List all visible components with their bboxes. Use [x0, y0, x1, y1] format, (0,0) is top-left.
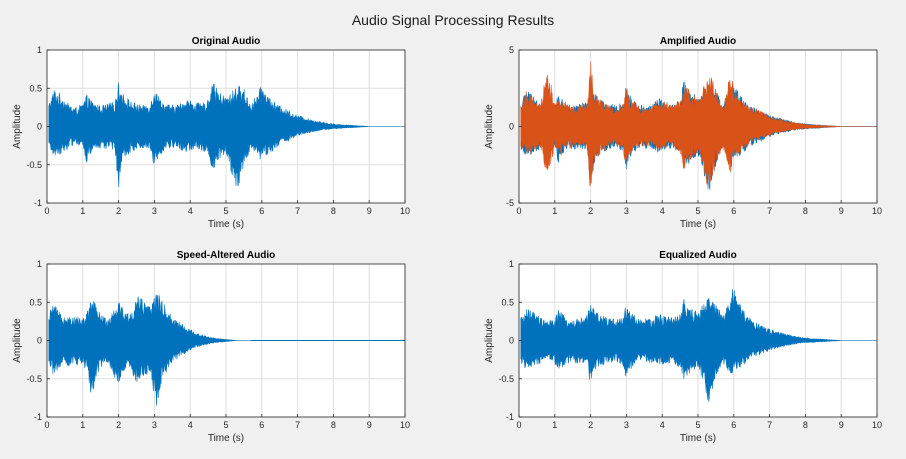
x-tick-label: 5 — [695, 420, 700, 430]
x-tick-label: 9 — [839, 206, 844, 216]
x-tick-label: 6 — [731, 206, 736, 216]
y-tick-label: -0.5 — [498, 374, 514, 384]
y-tick-label: 0 — [509, 336, 514, 346]
x-tick-label: 10 — [400, 420, 410, 430]
x-tick-label: 3 — [152, 206, 157, 216]
figure-title: Audio Signal Processing Results — [351, 12, 555, 28]
x-tick-label: 1 — [552, 420, 557, 430]
waveform-series-1 — [48, 294, 252, 406]
y-tick-label: -0.5 — [26, 160, 42, 170]
y-tick-label: 1 — [37, 45, 42, 55]
x-tick-label: 8 — [803, 420, 808, 430]
x-tick-label: 6 — [259, 206, 264, 216]
subplot-title: Original Audio — [192, 36, 261, 47]
x-axis-label: Time (s) — [680, 433, 716, 444]
y-tick-label: 0 — [37, 336, 42, 346]
x-axis-label: Time (s) — [680, 219, 716, 230]
x-tick-label: 0 — [44, 206, 49, 216]
x-axis-label: Time (s) — [208, 219, 244, 230]
subplot-title: Equalized Audio — [659, 250, 736, 261]
x-tick-label: 2 — [116, 420, 121, 430]
x-tick-label: 4 — [660, 420, 665, 430]
x-tick-label: 6 — [731, 420, 736, 430]
x-tick-label: 3 — [624, 420, 629, 430]
x-tick-label: 4 — [660, 206, 665, 216]
y-tick-label: -0.5 — [26, 374, 42, 384]
x-tick-label: 1 — [80, 420, 85, 430]
x-tick-label: 1 — [80, 206, 85, 216]
x-tick-label: 2 — [588, 420, 593, 430]
x-tick-label: 9 — [367, 420, 372, 430]
x-tick-label: 3 — [624, 206, 629, 216]
x-tick-label: 4 — [188, 206, 193, 216]
x-tick-label: 0 — [516, 206, 521, 216]
y-tick-label: 0 — [509, 122, 514, 132]
y-tick-label: 0 — [37, 122, 42, 132]
y-tick-label: -1 — [34, 412, 42, 422]
y-tick-label: 0.5 — [501, 297, 514, 307]
y-axis-label: Amplitude — [12, 104, 23, 149]
x-tick-label: 8 — [803, 206, 808, 216]
x-tick-label: 7 — [295, 420, 300, 430]
x-tick-label: 10 — [400, 206, 410, 216]
y-tick-label: 1 — [37, 259, 42, 269]
x-tick-label: 2 — [588, 206, 593, 216]
y-axis-label: Amplitude — [484, 318, 495, 363]
subplot-title: Amplified Audio — [660, 36, 736, 47]
x-tick-label: 5 — [223, 206, 228, 216]
x-tick-label: 3 — [152, 420, 157, 430]
x-tick-label: 2 — [116, 206, 121, 216]
x-tick-label: 4 — [188, 420, 193, 430]
y-tick-label: 0.5 — [29, 297, 42, 307]
x-tick-label: 9 — [839, 420, 844, 430]
x-tick-label: 0 — [44, 420, 49, 430]
x-tick-label: 5 — [223, 420, 228, 430]
x-tick-label: 7 — [295, 206, 300, 216]
x-tick-label: 6 — [259, 420, 264, 430]
y-tick-label: 5 — [509, 45, 514, 55]
x-tick-label: 9 — [367, 206, 372, 216]
y-tick-label: 1 — [509, 259, 514, 269]
x-tick-label: 10 — [872, 206, 882, 216]
x-tick-label: 8 — [331, 206, 336, 216]
x-tick-label: 1 — [552, 206, 557, 216]
y-tick-label: -5 — [506, 198, 514, 208]
x-tick-label: 7 — [767, 206, 772, 216]
x-tick-label: 8 — [331, 420, 336, 430]
y-axis-label: Amplitude — [484, 104, 495, 149]
y-tick-label: -1 — [506, 412, 514, 422]
x-tick-label: 7 — [767, 420, 772, 430]
subplot-title: Speed-Altered Audio — [177, 250, 276, 261]
y-axis-label: Amplitude — [12, 318, 23, 363]
x-tick-label: 5 — [695, 206, 700, 216]
y-tick-label: -1 — [34, 198, 42, 208]
y-tick-label: 0.5 — [29, 83, 42, 93]
x-tick-label: 0 — [516, 420, 521, 430]
x-tick-label: 10 — [872, 420, 882, 430]
x-axis-label: Time (s) — [208, 433, 244, 444]
